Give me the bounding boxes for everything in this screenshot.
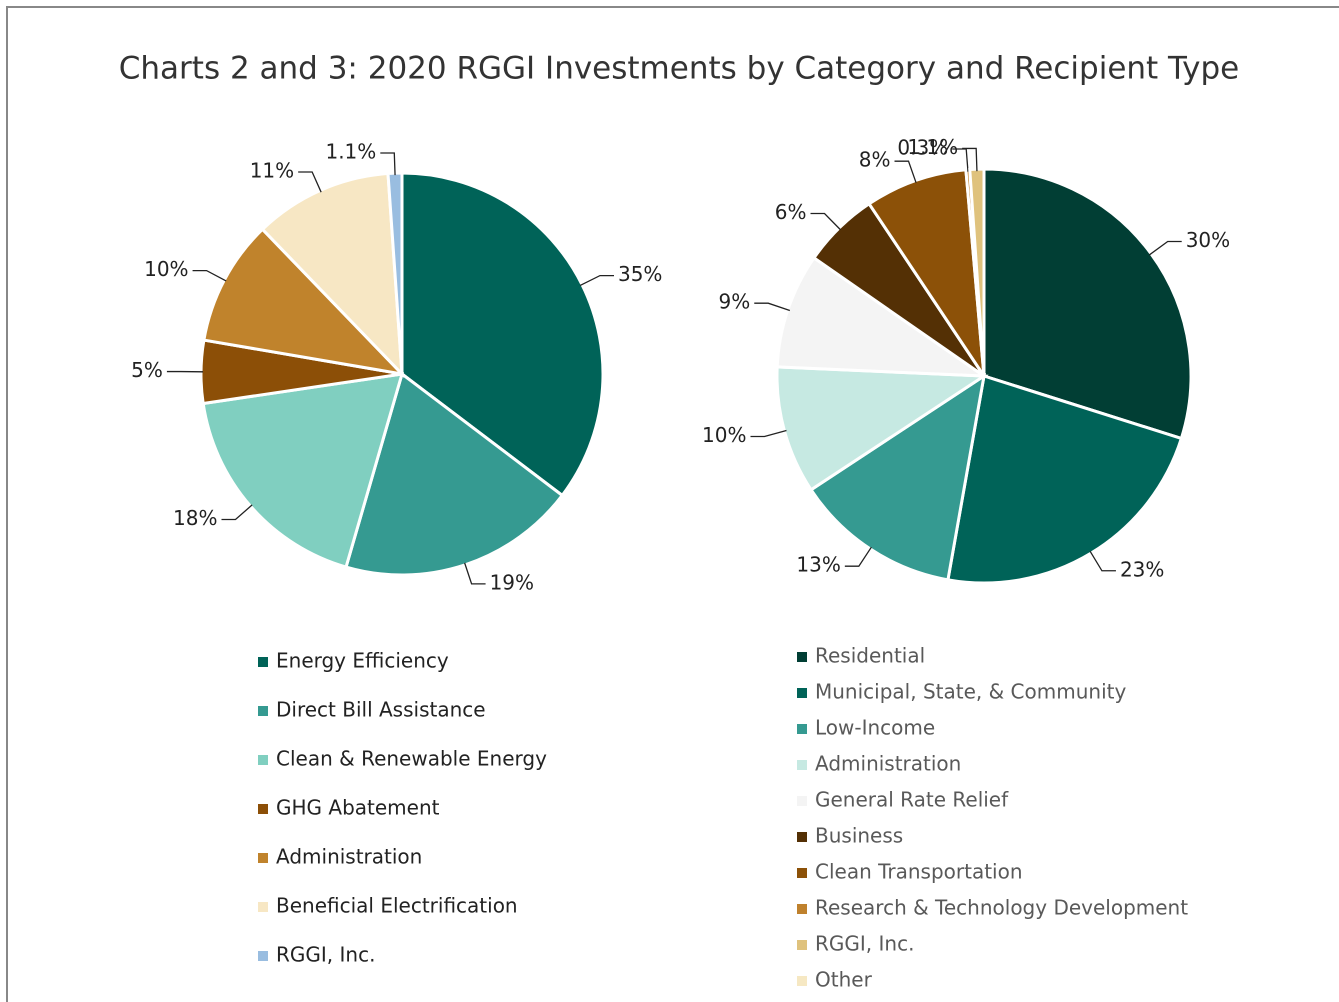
data-label: 0.3%	[897, 135, 948, 159]
legend-label: RGGI, Inc.	[276, 943, 375, 967]
legend-label: GHG Abatement	[276, 796, 440, 820]
leader-line	[894, 160, 917, 183]
data-label: 10%	[702, 423, 746, 447]
leader-line	[221, 504, 253, 521]
data-label: 30%	[1186, 228, 1230, 252]
leader-line	[810, 212, 841, 231]
chart-title: Charts 2 and 3: 2020 RGGI Investments by…	[119, 51, 1240, 87]
legend-swatch	[797, 796, 807, 806]
leader-line	[1148, 240, 1182, 256]
legend-swatch	[797, 904, 807, 914]
leader-line	[750, 429, 787, 438]
data-label: 8%	[859, 148, 891, 172]
legend-label: Other	[815, 968, 873, 992]
leader-line	[464, 562, 486, 585]
data-label: 5%	[131, 358, 163, 382]
legend-swatch	[797, 940, 807, 950]
leader-line	[192, 269, 227, 282]
data-label: 1.1%	[325, 140, 376, 164]
leader-line	[844, 546, 872, 567]
legend-swatch	[258, 902, 268, 912]
leader-line	[380, 152, 396, 176]
data-label: 35%	[618, 262, 662, 286]
data-label: 11%	[250, 158, 294, 182]
data-label: 9%	[719, 290, 751, 314]
legend-label: RGGI, Inc.	[815, 932, 914, 956]
data-label: 23%	[1120, 557, 1164, 581]
legend-label: Low-Income	[815, 716, 935, 740]
legend-swatch	[258, 657, 268, 667]
legend-label: Beneficial Electrification	[276, 894, 518, 918]
data-label: 18%	[173, 506, 217, 530]
legend-label: Administration	[815, 752, 961, 776]
legend-label: Municipal, State, & Community	[815, 680, 1126, 704]
legend-swatch	[797, 688, 807, 698]
data-label: 19%	[490, 570, 534, 594]
leader-line	[962, 147, 978, 172]
legend-swatch	[797, 760, 807, 770]
legend-swatch	[258, 755, 268, 765]
legend-swatch	[797, 868, 807, 878]
legend-label: Research & Technology Development	[815, 896, 1188, 920]
legend-label: Residential	[815, 644, 925, 668]
data-label: 13%	[796, 553, 840, 577]
legend-swatch	[258, 951, 268, 961]
data-label: 1.1%	[907, 135, 958, 159]
legend-label: Energy Efficiency	[276, 649, 449, 673]
legend-label: Administration	[276, 845, 422, 869]
legend-swatch	[797, 976, 807, 986]
legend-swatch	[797, 724, 807, 734]
legend-label: General Rate Relief	[815, 788, 1009, 812]
leader-line	[579, 274, 614, 287]
leader-line	[754, 302, 791, 312]
leader-line	[1089, 550, 1116, 572]
legend-swatch	[797, 832, 807, 842]
leader-line	[298, 171, 322, 193]
legend-swatch	[258, 804, 268, 814]
legend-swatch	[258, 853, 268, 863]
legend-label: Direct Bill Assistance	[276, 698, 486, 722]
data-label: 10%	[144, 257, 188, 281]
legend-label: Clean & Renewable Energy	[276, 747, 547, 771]
legend-swatch	[797, 652, 807, 662]
legend-label: Business	[815, 824, 903, 848]
legend-swatch	[258, 706, 268, 716]
data-label: 6%	[775, 200, 807, 224]
legend-label: Clean Transportation	[815, 860, 1023, 884]
